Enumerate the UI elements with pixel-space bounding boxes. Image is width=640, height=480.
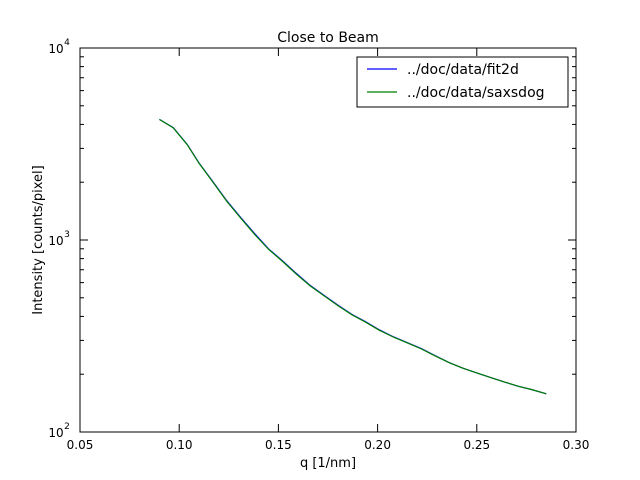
y-tick-exponent: 4 [64, 38, 70, 48]
y-tick-exponent: 2 [64, 422, 70, 432]
legend: ../doc/data/fit2d ../doc/data/saxsdog [356, 56, 569, 108]
series-line-saxsdog [159, 118, 547, 395]
x-tick-label: 0.25 [463, 438, 490, 452]
x-tick-label: 0.20 [364, 438, 391, 452]
legend-label-fit2d: ../doc/data/fit2d [407, 62, 519, 78]
y-tick-label: 10 [48, 42, 63, 56]
x-tick-label: 0.15 [265, 438, 292, 452]
x-tick-label: 0.10 [166, 438, 193, 452]
y-tick-label: 10 [48, 426, 63, 440]
x-axis: 0.05 0.10 0.15 0.20 0.25 0.30 [67, 48, 590, 452]
legend-label-saxsdog: ../doc/data/saxsdog [407, 85, 545, 101]
x-tick-label: 0.30 [563, 438, 590, 452]
legend-box [356, 56, 569, 108]
y-axis-label: Intensity [counts/pixel] [31, 165, 46, 314]
y-tick-exponent: 3 [64, 230, 70, 240]
y-tick-label: 10 [48, 234, 63, 248]
x-tick-label: 0.05 [67, 438, 94, 452]
series-lines [159, 118, 547, 395]
x-axis-label: q [1/nm] [300, 456, 356, 471]
plot-frame [79, 47, 577, 433]
chart-title: Close to Beam [277, 30, 379, 46]
